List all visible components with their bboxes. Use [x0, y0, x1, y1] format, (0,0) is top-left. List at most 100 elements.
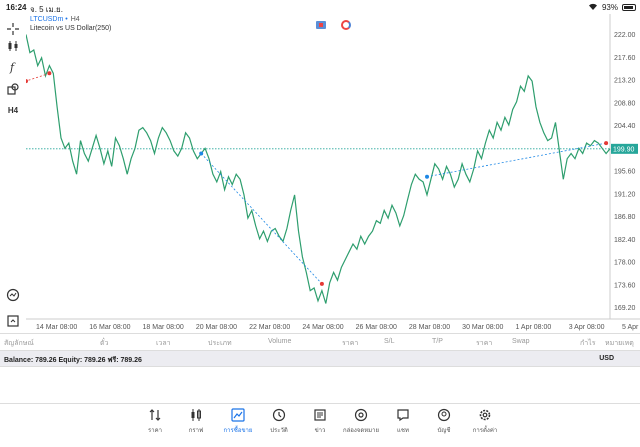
status-time: 16:24 [6, 3, 27, 12]
one-click-trading-icon[interactable] [316, 21, 326, 29]
symbol-marker: • [65, 16, 68, 23]
time-tick-label: 22 Mar 08:00 [249, 324, 290, 331]
col-swap: Swap [512, 338, 530, 345]
at-icon [354, 408, 368, 422]
objects-icon[interactable] [6, 82, 20, 96]
nav-mailbox[interactable]: กล่องจดหมาย [341, 408, 381, 435]
current-price-label: 199.90 [613, 146, 635, 153]
price-tick-label: 178.00 [614, 260, 636, 267]
trend-icon [231, 408, 245, 422]
col-price-current: ราคา [476, 340, 493, 347]
price-tick-label: 208.80 [614, 100, 636, 107]
price-series-line [26, 34, 611, 304]
symbol-name: LTCUSDm [30, 16, 64, 23]
nav-label: แชท [397, 428, 409, 434]
crosshair-icon[interactable] [6, 22, 20, 36]
trade-table-header: สัญลักษณ์ ตั๋ว เวลา ประเภท Volume ราคา S… [0, 333, 640, 349]
balance-equity-free: Balance: 789.26 Equity: 789.26 ฟรี: 789.… [4, 357, 142, 364]
trade-line [426, 142, 607, 178]
battery-icon [622, 4, 636, 11]
nav-label: กราฟ [188, 428, 204, 434]
time-tick-label: 1 Apr 08:00 [515, 324, 551, 331]
nav-label: บัญชี [437, 428, 451, 434]
function-icon[interactable]: f [6, 60, 20, 74]
col-price: ราคา [342, 340, 359, 347]
time-tick-label: 30 Mar 08:00 [462, 324, 503, 331]
price-tick-label: 195.60 [614, 169, 636, 176]
nav-settings[interactable]: การตั้งค่า [465, 408, 505, 435]
nav-label: ราคา [148, 428, 162, 434]
bottom-navigation: ราคา กราฟ การซื้อขาย ประวัติ ข่าว กล่องจ… [0, 403, 640, 447]
nav-history[interactable]: ประวัติ [259, 408, 299, 435]
chart-toolbar: f H4 [0, 14, 26, 330]
price-tick-label: 222.00 [614, 32, 636, 39]
indicators-icon[interactable] [6, 39, 20, 53]
nav-chart[interactable]: กราฟ [176, 408, 216, 435]
col-time: เวลา [156, 340, 171, 347]
news-icon [314, 409, 326, 421]
timeframe-button[interactable]: H4 [7, 106, 19, 115]
price-tick-label: 182.40 [614, 237, 636, 244]
col-volume: Volume [268, 338, 292, 345]
nav-quotes[interactable]: ราคา [135, 408, 175, 435]
price-tick-label: 173.60 [614, 282, 636, 289]
candles-icon [191, 409, 201, 421]
time-tick-label: 16 Mar 08:00 [89, 324, 130, 331]
export-icon[interactable] [6, 314, 20, 328]
account-summary: Balance: 789.26 Equity: 789.26 ฟรี: 789.… [0, 350, 640, 367]
nav-trade[interactable]: การซื้อขาย [218, 408, 258, 435]
trade-exit-marker [26, 79, 28, 84]
nav-chat[interactable]: แชท [383, 408, 423, 435]
history-icon [272, 408, 286, 422]
col-type: ประเภท [208, 340, 232, 347]
trade-entry-marker [47, 71, 52, 76]
col-ticket: ตั๋ว [100, 340, 109, 347]
price-tick-label: 217.60 [614, 55, 636, 62]
battery-percent: 93% [601, 3, 618, 12]
trade-line [26, 72, 50, 82]
arrows-updown-icon [149, 409, 161, 421]
price-tick-label: 169.20 [614, 305, 636, 312]
zoom-icon[interactable] [6, 288, 20, 302]
nav-label: ข่าว [314, 428, 326, 434]
nav-label: ประวัติ [270, 428, 288, 434]
svg-text:f: f [9, 61, 16, 74]
symbol-timeframe: H4 [70, 16, 80, 23]
nav-account[interactable]: บัญชี [424, 408, 464, 435]
price-chart[interactable]: 222.00217.60213.20208.80204.40200.00195.… [26, 14, 640, 332]
price-tick-label: 191.20 [614, 191, 636, 198]
time-tick-label: 24 Mar 08:00 [302, 324, 343, 331]
trade-exit-marker [604, 141, 609, 146]
price-tick-label: 186.80 [614, 214, 636, 221]
symbol-description: Litecoin vs US Dollar(250) [30, 25, 112, 32]
col-tp: T/P [432, 338, 443, 345]
time-tick-label: 5 Apr 08:00 [622, 324, 640, 331]
time-tick-label: 3 Apr 08:00 [569, 324, 605, 331]
time-tick-label: 18 Mar 08:00 [143, 324, 184, 331]
status-date: จ. 5 เม.ย. [30, 5, 63, 14]
trade-entry-marker [425, 174, 430, 179]
nav-label: กล่องจดหมาย [342, 428, 380, 434]
status-bar: 16:24 จ. 5 เม.ย. 93% [0, 0, 640, 14]
nav-label: การซื้อขาย [223, 428, 253, 434]
chart-canvas[interactable]: 222.00217.60213.20208.80204.40200.00195.… [26, 14, 640, 332]
trade-line [200, 153, 323, 285]
time-tick-label: 26 Mar 08:00 [356, 324, 397, 331]
trade-exit-marker [319, 281, 324, 286]
trade-levels-icon[interactable] [341, 20, 351, 30]
col-sl: S/L [384, 338, 395, 345]
account-currency: USD [599, 355, 614, 362]
gear-icon [479, 409, 491, 421]
wifi-icon [589, 3, 597, 10]
price-tick-label: 213.20 [614, 78, 636, 85]
time-tick-label: 20 Mar 08:00 [196, 324, 237, 331]
trade-entry-marker [199, 151, 204, 156]
chat-icon [397, 409, 409, 422]
time-tick-label: 14 Mar 08:00 [36, 324, 77, 331]
col-profit: กำไร [580, 340, 596, 347]
symbol-title[interactable]: LTCUSDm • H4 [30, 16, 80, 23]
col-symbol: สัญลักษณ์ [4, 340, 34, 347]
col-comment: หมายเหตุ [605, 340, 634, 347]
nav-news[interactable]: ข่าว [300, 408, 340, 435]
price-tick-label: 204.40 [614, 123, 636, 130]
